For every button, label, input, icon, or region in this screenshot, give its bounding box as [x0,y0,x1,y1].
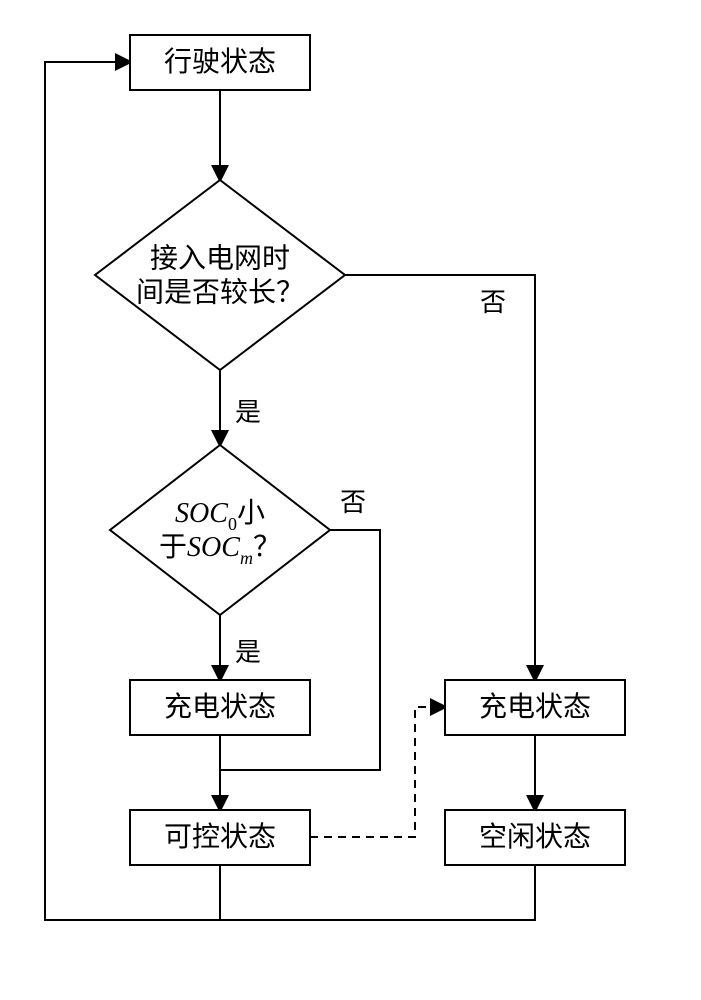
node-label-d1-line1: 接入电网时 [150,242,290,274]
edge-label-e3: 是 [235,638,261,667]
node-label-n3: 可控状态 [164,821,276,853]
edge-e5 [345,275,535,680]
node-label-d2-line1: SOC0小 [175,498,265,534]
edge-e9 [220,865,535,920]
node-d2 [110,445,330,615]
edge-label-e5: 否 [480,288,506,317]
flowchart: 行驶状态接入电网时间是否较长？ SOC0小于SOCm？ 充电状态可控状态 充电状态空闲… [0,0,701,1000]
node-label-n2: 充电状态 [164,691,276,723]
edge-label-e7: 否 [340,488,366,517]
node-label-n4: 充电状态 [479,691,591,723]
node-label-d1-line2: 间是否较长？ [136,276,304,308]
node-label-n5: 空闲状态 [479,821,591,853]
node-label-n1: 行驶状态 [164,46,276,78]
edge-label-e2: 是 [235,398,261,427]
edge-e8 [310,707,445,837]
node-d1 [95,180,345,370]
node-label-d2-line2: 于SOCm？ [159,532,281,568]
